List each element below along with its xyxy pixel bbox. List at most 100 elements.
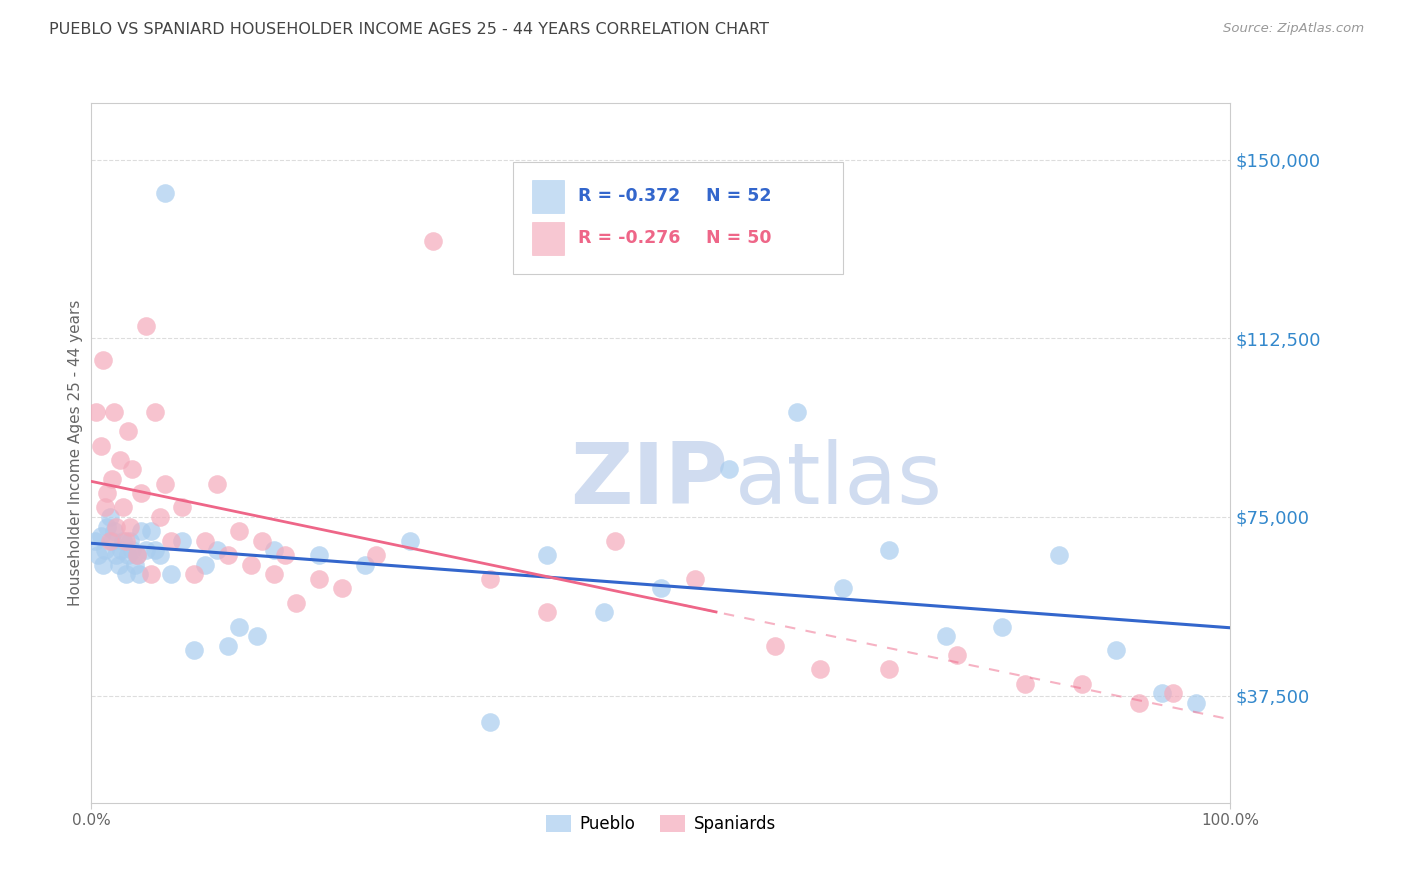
Point (308, 572, 330, 586)
Point (155, 186, 177, 200)
Point (135, 319, 157, 334)
Point (89, 438, 111, 452)
Point (478, 572, 501, 586)
Point (94, 543, 117, 558)
Point (83, 533, 105, 548)
Point (1047, 548, 1071, 562)
Point (121, 543, 143, 558)
Text: N = 52: N = 52 (706, 187, 772, 205)
Point (96, 486, 118, 500)
Point (98, 533, 121, 548)
Point (194, 558, 217, 572)
Point (120, 519, 142, 533)
Point (263, 567, 285, 582)
Point (274, 548, 297, 562)
Text: atlas: atlas (735, 439, 943, 522)
Point (110, 543, 132, 558)
Point (250, 533, 273, 548)
Point (650, 582, 672, 596)
Point (101, 472, 124, 486)
Point (536, 605, 558, 619)
Point (263, 543, 285, 558)
Point (105, 548, 128, 562)
Y-axis label: Householder Income Ages 25 - 44 years: Householder Income Ages 25 - 44 years (67, 300, 83, 606)
Point (101, 533, 124, 548)
Point (183, 567, 205, 582)
Point (131, 486, 153, 500)
Point (183, 643, 205, 657)
Point (112, 533, 135, 548)
Point (112, 500, 135, 515)
FancyBboxPatch shape (531, 179, 564, 213)
Point (155, 476, 177, 491)
Point (330, 582, 353, 596)
Point (114, 567, 136, 582)
Point (139, 567, 162, 582)
Point (105, 519, 128, 533)
Point (718, 462, 741, 476)
Point (877, 662, 900, 676)
Point (217, 548, 239, 562)
Point (87, 548, 110, 562)
Point (139, 524, 162, 539)
Point (94, 500, 117, 515)
Point (84, 405, 107, 419)
Point (205, 476, 228, 491)
Point (143, 405, 166, 419)
Point (1161, 686, 1184, 700)
Point (103, 524, 125, 539)
Point (1128, 696, 1150, 710)
Text: PUEBLO VS SPANIARD HOUSEHOLDER INCOME AGES 25 - 44 YEARS CORRELATION CHART: PUEBLO VS SPANIARD HOUSEHOLDER INCOME AG… (49, 22, 769, 37)
Point (135, 543, 157, 558)
Text: ZIP: ZIP (569, 439, 727, 522)
Point (91, 352, 114, 367)
Point (120, 533, 142, 548)
Point (364, 548, 387, 562)
Point (877, 543, 900, 558)
FancyBboxPatch shape (513, 162, 844, 274)
Point (399, 533, 422, 548)
Point (89, 529, 111, 543)
Point (683, 572, 706, 586)
Point (121, 462, 143, 476)
Point (422, 234, 444, 248)
Point (98, 510, 121, 524)
Point (128, 567, 150, 582)
Point (763, 639, 786, 653)
Point (536, 548, 558, 562)
Point (228, 524, 250, 539)
Point (353, 558, 375, 572)
Point (228, 619, 250, 633)
Point (96, 519, 118, 533)
Point (143, 543, 166, 558)
Text: R = -0.276: R = -0.276 (578, 229, 681, 247)
Point (125, 548, 148, 562)
Point (245, 629, 267, 643)
Point (107, 558, 129, 572)
Text: Source: ZipAtlas.com: Source: ZipAtlas.com (1223, 22, 1364, 36)
Point (1014, 676, 1036, 690)
Point (786, 405, 808, 419)
Point (172, 500, 194, 515)
Point (832, 582, 855, 596)
Point (108, 453, 131, 467)
Point (1185, 696, 1208, 710)
Point (605, 533, 627, 548)
Point (991, 619, 1014, 633)
Text: N = 50: N = 50 (706, 229, 772, 247)
Point (934, 629, 956, 643)
FancyBboxPatch shape (531, 221, 564, 255)
Point (194, 533, 217, 548)
Point (125, 548, 148, 562)
Point (131, 524, 153, 539)
Point (117, 424, 139, 438)
Point (160, 533, 183, 548)
Point (946, 648, 969, 662)
Point (114, 533, 136, 548)
Point (91, 558, 114, 572)
Point (117, 548, 139, 562)
Point (205, 543, 228, 558)
Point (308, 548, 330, 562)
Point (808, 662, 831, 676)
Point (239, 558, 262, 572)
